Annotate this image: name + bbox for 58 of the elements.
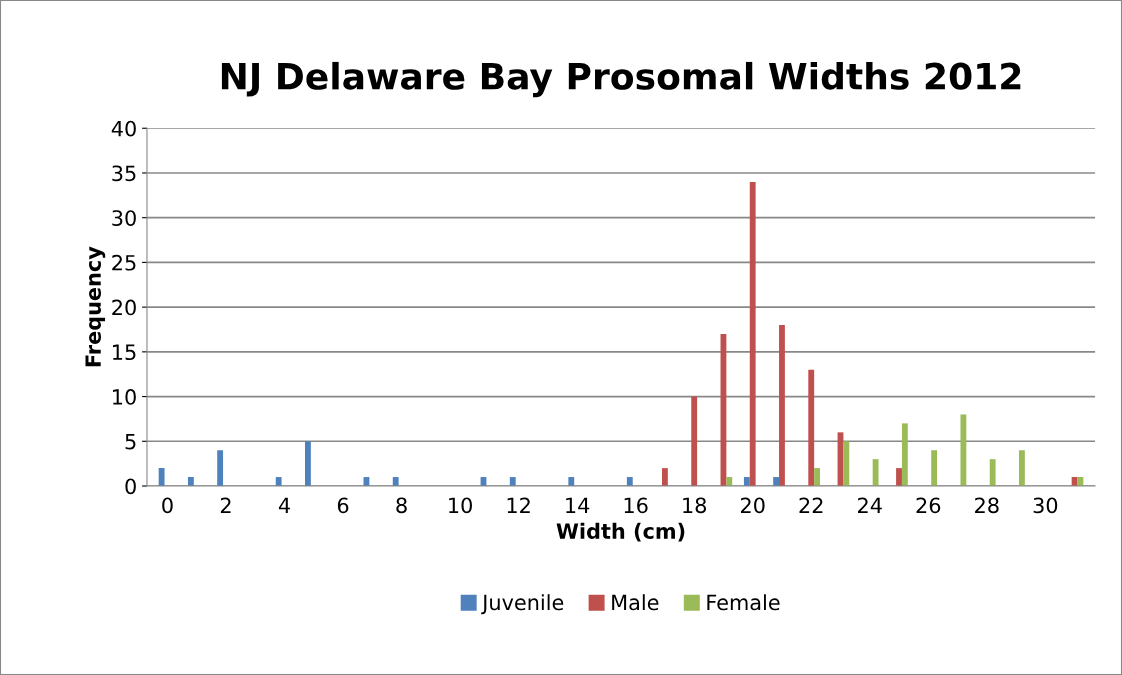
y-tick-label: 30 bbox=[112, 210, 136, 226]
y-tick-label: 25 bbox=[112, 254, 136, 271]
y-tick-label: 35 bbox=[112, 165, 136, 182]
bar bbox=[808, 369, 815, 486]
x-tick-label: 8 bbox=[396, 497, 407, 514]
x-tick-label: 28 bbox=[975, 497, 999, 514]
x-tick-label: 0 bbox=[162, 497, 173, 514]
bar bbox=[1018, 450, 1025, 486]
bar bbox=[931, 450, 938, 486]
x-tick-label: 22 bbox=[799, 497, 823, 513]
x-axis-title: Width (cm) bbox=[556, 522, 685, 542]
x-tick-label: 26 bbox=[916, 497, 941, 514]
y-tick-label: 0 bbox=[125, 478, 136, 495]
legend-label: Female bbox=[707, 594, 780, 611]
bar bbox=[896, 468, 902, 486]
x-tick-label: 14 bbox=[566, 497, 590, 513]
bar bbox=[779, 325, 785, 486]
bar bbox=[187, 477, 194, 486]
bar bbox=[872, 459, 879, 486]
bar bbox=[749, 181, 756, 486]
x-tick-label: 12 bbox=[507, 497, 530, 513]
bar bbox=[626, 477, 633, 486]
bar bbox=[843, 441, 850, 486]
bar bbox=[1071, 477, 1078, 486]
bar bbox=[989, 459, 996, 486]
x-tick-label: 16 bbox=[624, 497, 648, 514]
legend-label: Juvenile bbox=[481, 594, 564, 615]
bar bbox=[509, 477, 516, 486]
legend-label: Male bbox=[612, 594, 659, 611]
x-tick-label: 30 bbox=[1033, 497, 1058, 514]
x-tick-label: 24 bbox=[858, 497, 882, 513]
bar bbox=[960, 414, 967, 486]
y-tick-label: 15 bbox=[113, 344, 136, 361]
bar bbox=[275, 477, 282, 486]
x-tick-label: 20 bbox=[740, 497, 765, 514]
y-tick-label: 20 bbox=[112, 299, 136, 316]
bar bbox=[305, 441, 311, 486]
x-tick-label: 6 bbox=[337, 497, 349, 514]
bar bbox=[814, 468, 821, 486]
x-tick-label: 4 bbox=[278, 497, 290, 513]
bar bbox=[158, 468, 165, 486]
bar bbox=[691, 396, 698, 486]
bar bbox=[773, 477, 780, 486]
bar bbox=[392, 477, 399, 486]
chart-title: NJ Delaware Bay Prosomal Widths 2012 bbox=[221, 61, 1021, 98]
y-tick-label: 10 bbox=[113, 389, 136, 405]
y-tick-label: 40 bbox=[111, 120, 136, 137]
bar bbox=[217, 450, 224, 486]
x-tick-label: 2 bbox=[220, 497, 231, 513]
bar bbox=[568, 477, 575, 486]
x-tick-label: 10 bbox=[449, 497, 472, 514]
bar bbox=[726, 477, 733, 486]
x-tick-label: 18 bbox=[683, 497, 707, 514]
y-tick-label: 5 bbox=[125, 434, 136, 450]
y-axis-title: Frequency bbox=[85, 246, 106, 367]
bar bbox=[661, 468, 668, 486]
bar bbox=[901, 423, 908, 486]
bar bbox=[743, 477, 750, 486]
